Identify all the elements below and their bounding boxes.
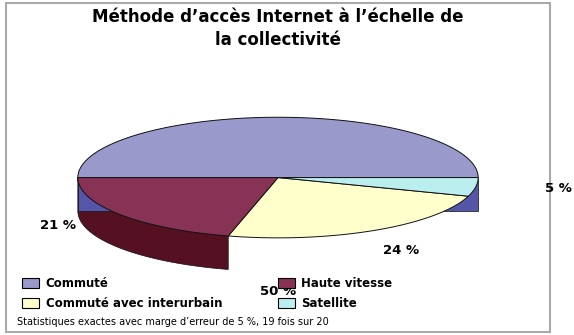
Polygon shape [78, 178, 278, 236]
Polygon shape [278, 178, 478, 196]
Text: Haute vitesse: Haute vitesse [301, 277, 393, 289]
Text: 50 %: 50 % [260, 285, 296, 298]
Text: Commuté: Commuté [45, 277, 108, 289]
Text: 5 %: 5 % [545, 182, 572, 195]
Text: Statistiques exactes avec marge d’erreur de 5 %, 19 fois sur 20: Statistiques exactes avec marge d’erreur… [17, 317, 328, 327]
Bar [22, 278, 39, 288]
Bar [278, 278, 294, 288]
Polygon shape [78, 178, 478, 211]
Bar [22, 298, 39, 308]
Polygon shape [78, 178, 228, 269]
Polygon shape [78, 117, 478, 178]
Text: Commuté avec interurbain: Commuté avec interurbain [45, 297, 222, 310]
Text: 21 %: 21 % [40, 219, 76, 232]
Text: Satellite: Satellite [301, 297, 357, 310]
Text: Méthode d’accès Internet à l’échelle de
la collectivité: Méthode d’accès Internet à l’échelle de … [92, 8, 464, 49]
Text: 24 %: 24 % [383, 244, 420, 257]
Polygon shape [228, 178, 468, 238]
Bar [278, 298, 294, 308]
